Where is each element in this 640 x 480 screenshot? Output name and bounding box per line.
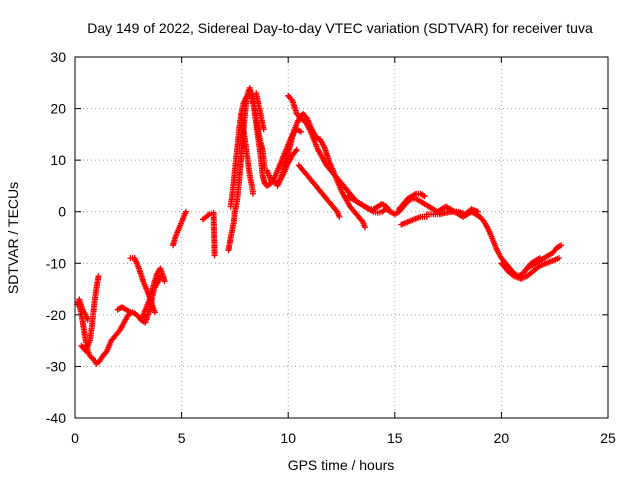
series-6	[138, 265, 168, 323]
series-14	[274, 110, 368, 231]
y-tick-label: 30	[50, 49, 66, 65]
series-3	[74, 296, 91, 323]
series-16	[295, 162, 343, 220]
x-tick-label: 25	[600, 430, 616, 446]
data-point	[250, 190, 256, 197]
series-11	[249, 90, 268, 171]
data-point	[182, 208, 189, 215]
y-axis-ticks: -40 -30 -20 -10 0 10 20 30	[46, 49, 608, 426]
y-tick-label: -10	[46, 255, 66, 271]
data-point	[362, 224, 368, 231]
series-2	[78, 273, 102, 354]
x-tick-label: 10	[280, 430, 296, 446]
series-21	[423, 206, 481, 218]
data-point	[293, 146, 300, 153]
data-point	[536, 255, 543, 262]
data-point	[474, 208, 481, 215]
data-point	[151, 309, 158, 316]
x-tick-label: 0	[71, 430, 79, 446]
data-point	[298, 128, 304, 135]
track-marker	[292, 148, 299, 155]
data-point	[84, 317, 91, 323]
series-23	[519, 255, 543, 277]
data-point	[558, 242, 565, 249]
series-17	[263, 146, 300, 187]
data-point	[127, 309, 134, 316]
x-tick-label: 15	[387, 430, 403, 446]
chart-title: Day 149 of 2022, Sidereal Day-to-day VTE…	[87, 20, 593, 36]
series-12	[253, 90, 267, 133]
data-point	[556, 255, 562, 262]
x-tick-label: 5	[178, 430, 186, 446]
y-tick-label: 20	[50, 101, 66, 117]
series-7	[170, 208, 189, 249]
x-tick-label: 20	[494, 430, 510, 446]
y-tick-label: -40	[46, 410, 66, 426]
data-point	[260, 126, 267, 133]
y-tick-label: 10	[50, 152, 66, 168]
data-point	[211, 252, 218, 259]
data-points	[74, 84, 565, 367]
series-20	[398, 213, 430, 228]
y-tick-label: 0	[58, 204, 66, 220]
series-15	[285, 92, 394, 216]
series-4	[114, 304, 134, 316]
series-19	[396, 190, 428, 213]
x-axis-ticks: 0 5 10 15 20 25	[71, 57, 616, 446]
series-13	[238, 110, 256, 197]
y-tick-label: -20	[46, 307, 66, 323]
track-marker	[205, 212, 211, 219]
data-point	[244, 92, 251, 99]
data-point	[161, 278, 168, 285]
y-axis-label: SDTVAR / TECUs	[5, 182, 21, 294]
series-8	[199, 209, 218, 259]
y-tick-label: -30	[46, 358, 66, 374]
series-22	[498, 255, 562, 282]
data-point	[95, 273, 102, 280]
grid-lines	[75, 57, 608, 418]
x-axis-label: GPS time / hours	[288, 457, 395, 473]
plot-frame	[74, 56, 609, 419]
data-point	[421, 193, 428, 200]
track-marker	[243, 94, 250, 100]
data-point	[336, 213, 343, 220]
